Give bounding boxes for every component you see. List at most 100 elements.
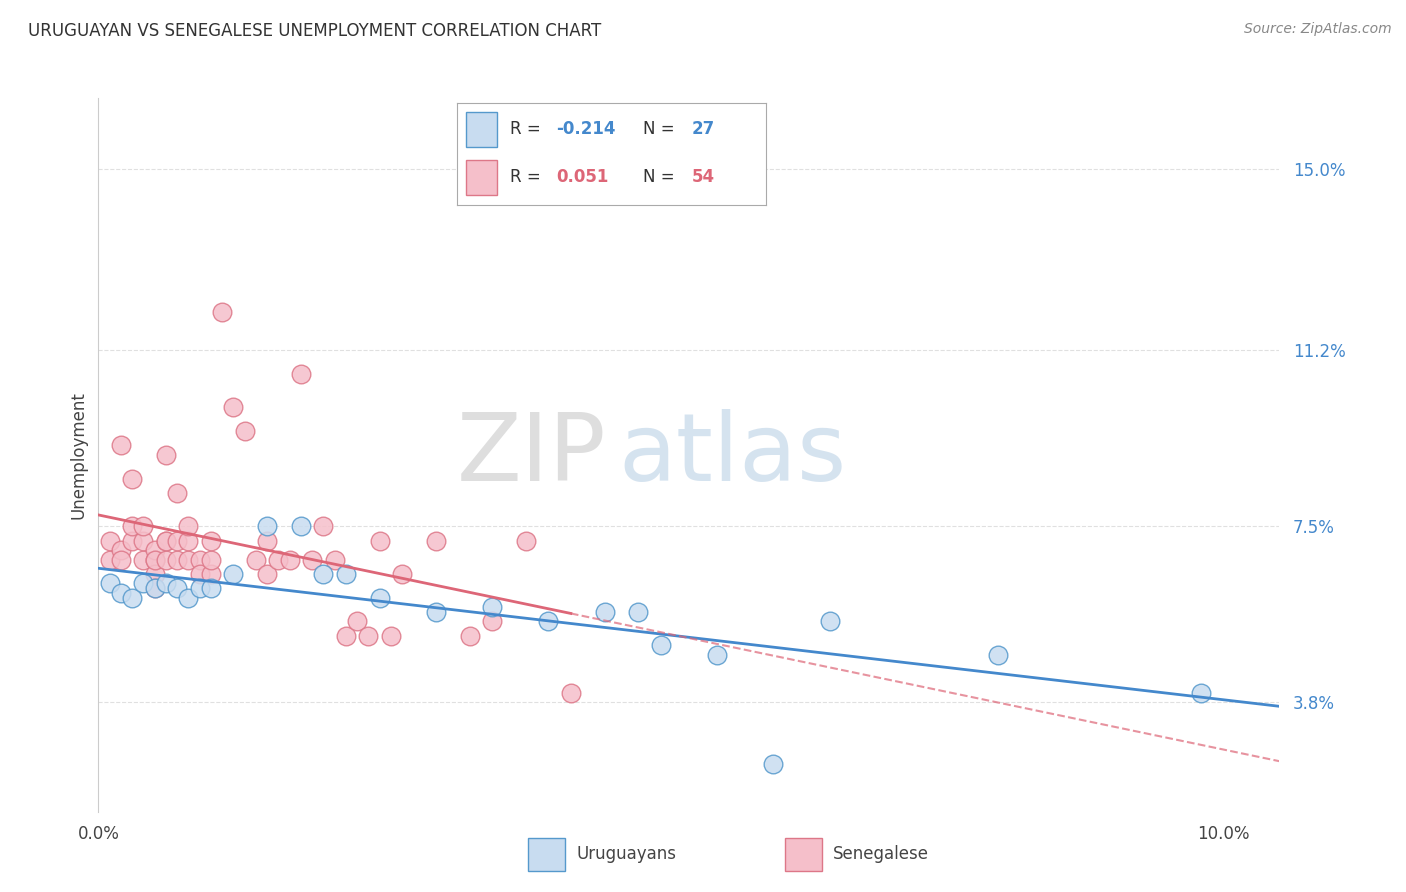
Point — [245, 552, 267, 566]
Point — [200, 533, 222, 548]
Text: -0.214: -0.214 — [555, 120, 616, 138]
Point — [98, 533, 121, 548]
Point — [143, 543, 166, 558]
Point — [110, 438, 132, 452]
Point — [290, 519, 312, 533]
Point — [481, 600, 503, 615]
Point — [222, 401, 245, 415]
Point — [278, 552, 301, 566]
Point — [593, 605, 616, 619]
Point — [121, 533, 143, 548]
Point — [110, 543, 132, 558]
Point — [132, 519, 155, 533]
Point — [155, 552, 177, 566]
Point — [323, 552, 346, 566]
Point — [121, 591, 143, 605]
Point — [481, 615, 503, 629]
Point — [155, 533, 177, 548]
Point — [1189, 686, 1212, 700]
Point — [762, 757, 785, 772]
Point — [177, 552, 200, 566]
Text: ZIP: ZIP — [457, 409, 606, 501]
Point — [155, 533, 177, 548]
Text: Source: ZipAtlas.com: Source: ZipAtlas.com — [1244, 22, 1392, 37]
Point — [200, 566, 222, 581]
Point — [121, 472, 143, 486]
Point — [368, 533, 391, 548]
Point — [233, 424, 256, 438]
Text: Senegalese: Senegalese — [832, 845, 928, 863]
Point — [818, 615, 841, 629]
Point — [110, 552, 132, 566]
Point — [166, 581, 188, 595]
Point — [368, 591, 391, 605]
Text: atlas: atlas — [619, 409, 846, 501]
Point — [166, 533, 188, 548]
Text: 27: 27 — [692, 120, 716, 138]
Point — [222, 566, 245, 581]
Point — [515, 533, 537, 548]
Point — [200, 552, 222, 566]
Point — [143, 581, 166, 595]
Point — [312, 566, 335, 581]
Text: R =: R = — [509, 169, 540, 186]
Text: R =: R = — [509, 120, 540, 138]
Point — [425, 605, 447, 619]
Point — [256, 533, 278, 548]
Point — [357, 629, 380, 643]
Text: N =: N = — [643, 169, 673, 186]
Point — [166, 552, 188, 566]
Point — [143, 552, 166, 566]
Point — [166, 486, 188, 500]
Point — [188, 566, 211, 581]
Point — [425, 533, 447, 548]
Point — [380, 629, 402, 643]
Point — [560, 686, 582, 700]
Bar — [467, 160, 498, 194]
Point — [391, 566, 413, 581]
Point — [290, 367, 312, 381]
Point — [256, 566, 278, 581]
Point — [537, 615, 560, 629]
Text: Uruguayans: Uruguayans — [576, 845, 676, 863]
Point — [312, 519, 335, 533]
Point — [335, 566, 357, 581]
Bar — [529, 838, 565, 871]
Point — [335, 629, 357, 643]
Point — [346, 615, 368, 629]
Point — [267, 552, 290, 566]
Point — [706, 648, 728, 662]
Point — [188, 552, 211, 566]
Point — [155, 448, 177, 462]
Point — [132, 576, 155, 591]
Point — [132, 552, 155, 566]
Point — [98, 552, 121, 566]
Text: 54: 54 — [692, 169, 716, 186]
Point — [987, 648, 1010, 662]
Point — [98, 576, 121, 591]
Point — [143, 566, 166, 581]
Y-axis label: Unemployment: Unemployment — [69, 391, 87, 519]
Text: URUGUAYAN VS SENEGALESE UNEMPLOYMENT CORRELATION CHART: URUGUAYAN VS SENEGALESE UNEMPLOYMENT COR… — [28, 22, 602, 40]
Point — [177, 533, 200, 548]
Bar — [467, 112, 498, 146]
Point — [177, 591, 200, 605]
Point — [301, 552, 323, 566]
Point — [200, 581, 222, 595]
Point — [627, 605, 650, 619]
Point — [132, 533, 155, 548]
Text: N =: N = — [643, 120, 673, 138]
Point — [256, 519, 278, 533]
Text: 0.051: 0.051 — [555, 169, 609, 186]
Point — [211, 305, 233, 319]
Point — [110, 586, 132, 600]
Bar — [785, 838, 823, 871]
Point — [143, 581, 166, 595]
Point — [458, 629, 481, 643]
Point — [650, 638, 672, 652]
Point — [143, 552, 166, 566]
Point — [177, 519, 200, 533]
Point — [188, 581, 211, 595]
Point — [121, 519, 143, 533]
Point — [155, 576, 177, 591]
